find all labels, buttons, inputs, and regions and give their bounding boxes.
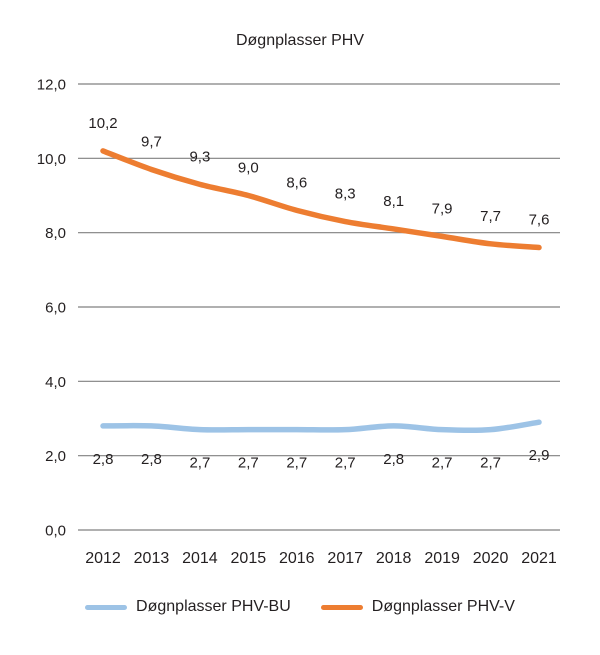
data-label-phv-bu: 2,7 bbox=[286, 455, 307, 472]
x-tick-label: 2019 bbox=[424, 550, 460, 567]
data-label-phv-bu: 2,7 bbox=[238, 455, 259, 472]
legend-item-phv-bu: Døgnplasser PHV-BU bbox=[85, 598, 291, 616]
x-tick-label: 2012 bbox=[85, 550, 121, 567]
y-tick-label: 4,0 bbox=[45, 374, 66, 391]
x-tick-label: 2020 bbox=[473, 550, 509, 567]
y-tick-label: 10,0 bbox=[37, 151, 66, 168]
data-label-phv-bu: 2,7 bbox=[335, 455, 356, 472]
y-tick-label: 0,0 bbox=[45, 523, 66, 540]
x-tick-label: 2014 bbox=[182, 550, 218, 567]
data-label-phv-v: 8,1 bbox=[383, 193, 404, 210]
x-tick-label: 2015 bbox=[231, 550, 267, 567]
data-label-phv-v: 9,7 bbox=[141, 133, 162, 150]
x-tick-label: 2013 bbox=[134, 550, 170, 567]
data-label-phv-v: 7,7 bbox=[480, 208, 501, 225]
data-label-phv-bu: 2,9 bbox=[529, 447, 550, 464]
data-label-phv-bu: 2,8 bbox=[383, 451, 404, 468]
data-label-phv-bu: 2,7 bbox=[432, 455, 453, 472]
x-tick-label: 2016 bbox=[279, 550, 315, 567]
chart-title: Døgnplasser PHV bbox=[235, 32, 365, 49]
y-tick-label: 2,0 bbox=[45, 448, 66, 465]
data-label-phv-v: 9,3 bbox=[189, 148, 210, 165]
y-tick-label: 6,0 bbox=[45, 300, 66, 317]
x-tick-label: 2021 bbox=[521, 550, 557, 567]
x-tick-label: 2017 bbox=[327, 550, 363, 567]
data-label-phv-v: 7,6 bbox=[529, 212, 550, 229]
plot-area: 0,0 2,0 4,0 6,0 8,0 10,0 12,0 2012 2013 2014 2015 2… bbox=[37, 77, 560, 567]
data-label-phv-v: 8,3 bbox=[335, 186, 356, 203]
data-label-phv-v: 8,6 bbox=[286, 174, 307, 191]
legend-swatch-phv-bu bbox=[85, 604, 128, 610]
series-line-phv-bu bbox=[100, 419, 542, 434]
series-line-phv-v bbox=[100, 148, 542, 251]
legend-item-phv-v: Døgnplasser PHV-V bbox=[320, 598, 515, 616]
data-label-phv-bu: 2,7 bbox=[480, 455, 501, 472]
y-tick-label: 12,0 bbox=[37, 77, 66, 94]
legend-label-phv-bu: Døgnplasser PHV-BU bbox=[136, 598, 291, 615]
data-label-phv-v: 7,9 bbox=[432, 200, 453, 217]
data-label-phv-v: 10,2 bbox=[88, 115, 117, 132]
x-tick-label: 2018 bbox=[376, 550, 412, 567]
legend-swatch-phv-v bbox=[320, 604, 363, 610]
legend-label-phv-v: Døgnplasser PHV-V bbox=[371, 598, 515, 615]
data-label-phv-v: 9,0 bbox=[238, 160, 259, 177]
legend: Døgnplasser PHV-BU Døgnplasser PHV-V bbox=[0, 598, 600, 616]
y-tick-label: 8,0 bbox=[45, 225, 66, 242]
data-label-phv-bu: 2,8 bbox=[93, 451, 114, 468]
data-label-phv-bu: 2,7 bbox=[189, 455, 210, 472]
data-label-phv-bu: 2,8 bbox=[141, 451, 162, 468]
